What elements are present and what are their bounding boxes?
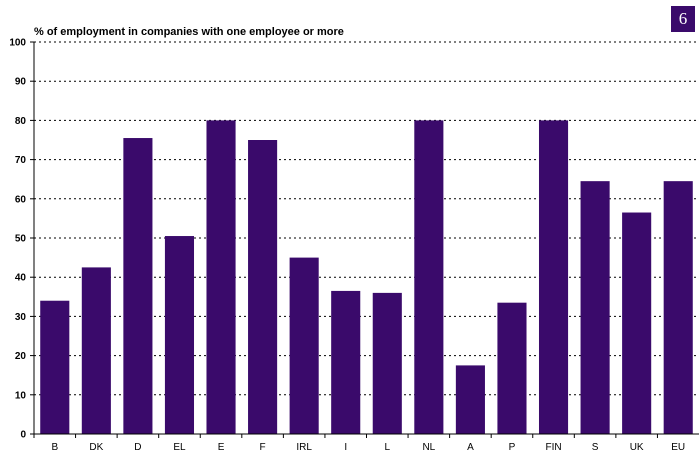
ytick-label-70: 70 [15, 155, 27, 166]
bar-p [497, 302, 527, 434]
bar-eu [663, 181, 693, 434]
xtick-label-p: P [509, 442, 516, 453]
xtick-label-a: A [467, 442, 474, 453]
xtick-label-e: E [218, 442, 225, 453]
bar-dk [81, 267, 111, 434]
bar-nl [414, 120, 444, 435]
xtick-label-i: I [344, 442, 347, 453]
xtick-label-d: D [134, 442, 141, 453]
xtick-label-f: F [260, 442, 266, 453]
ytick-label-40: 40 [15, 273, 27, 284]
bar-uk [622, 212, 652, 434]
xtick-label-b: B [51, 442, 58, 453]
ytick-label-100: 100 [9, 38, 26, 49]
axes [30, 41, 699, 438]
xtick-label-uk: UK [630, 442, 644, 453]
bar-e [206, 120, 236, 435]
xtick-label-l: L [385, 442, 391, 453]
bar-fin [538, 120, 569, 435]
xtick-label-nl: NL [422, 442, 435, 453]
ytick-label-60: 60 [15, 194, 27, 205]
bar-i [331, 290, 361, 434]
xtick-label-el: EL [173, 442, 186, 453]
page-number-badge: 6 [671, 6, 695, 32]
bar-el [164, 236, 195, 434]
bar-irl [289, 257, 319, 434]
ytick-label-90: 90 [15, 77, 27, 88]
bar-s [580, 181, 610, 434]
ytick-label-10: 10 [15, 390, 27, 401]
bar-a [455, 365, 485, 434]
ytick-label-20: 20 [15, 351, 27, 362]
xtick-label-dk: DK [89, 442, 103, 453]
chart-title: % of employment in companies with one em… [34, 26, 344, 38]
bars [40, 120, 693, 435]
ytick-label-50: 50 [15, 234, 27, 245]
bar-b [40, 300, 70, 434]
ytick-label-80: 80 [15, 116, 27, 127]
xtick-label-irl: IRL [296, 442, 312, 453]
bar-d [123, 138, 153, 435]
bar-l [372, 292, 402, 434]
xtick-label-fin: FIN [545, 442, 561, 453]
xtick-label-s: S [592, 442, 599, 453]
ytick-label-0: 0 [20, 430, 26, 441]
tick-labels: 0 10 20 30 40 50 60 70 80 90 100 B DK D EL E F IRL I L NL A P F… [9, 38, 685, 454]
ytick-label-30: 30 [15, 312, 27, 323]
bar-f [248, 140, 278, 434]
xtick-label-eu: EU [671, 442, 685, 453]
